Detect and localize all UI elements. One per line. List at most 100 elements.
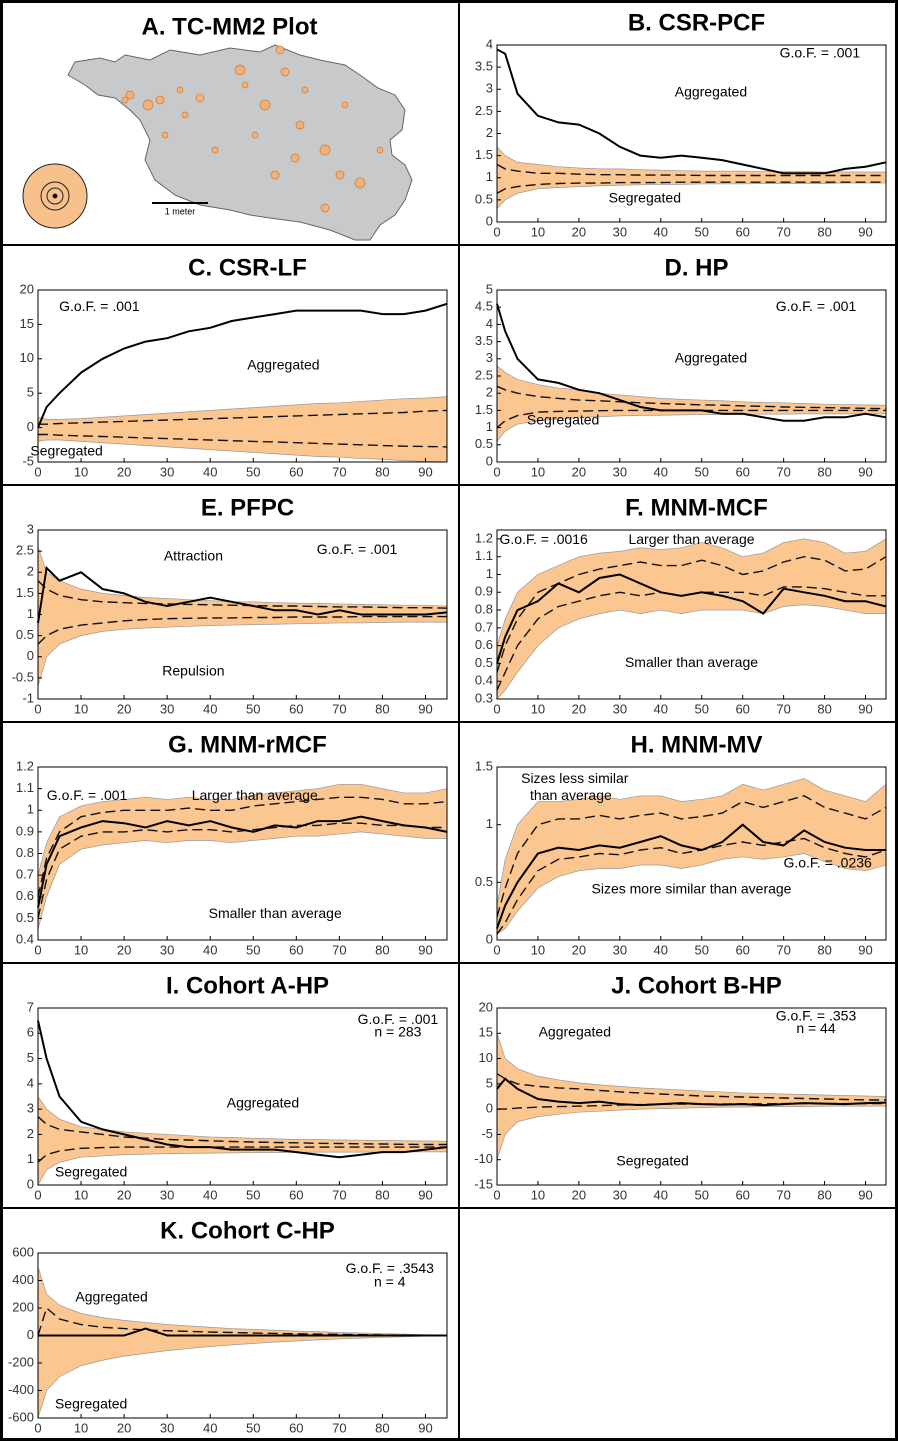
panel-title: I. Cohort A-HP	[166, 972, 329, 999]
observed-line	[37, 815, 448, 908]
x-tick-label: 20	[117, 1420, 131, 1435]
panel-title: E. PFPC	[201, 494, 294, 521]
x-tick-label: 70	[332, 942, 346, 957]
x-tick-label: 10	[531, 942, 545, 957]
x-tick-label: 20	[572, 942, 586, 957]
y-tick-label: 0.9	[16, 823, 34, 838]
plot-tree	[270, 170, 280, 180]
x-tick-label: 60	[735, 942, 749, 957]
x-tick-label: 50	[246, 1420, 260, 1435]
y-tick-label: 0.4	[16, 931, 34, 946]
x-tick-label: 40	[203, 1420, 217, 1435]
annotation: Sizes more similar than average	[592, 881, 792, 897]
annotation: Aggregated	[539, 1023, 611, 1039]
x-tick-label: 10	[531, 224, 545, 239]
observed-line	[37, 1020, 448, 1159]
expected-line	[38, 433, 448, 448]
expected-line	[496, 385, 887, 410]
x-tick-label: 80	[817, 1187, 831, 1202]
x-tick-label: 0	[493, 464, 500, 479]
x-tick-label: 80	[375, 1187, 389, 1202]
plot-tree	[155, 95, 165, 105]
y-tick-label: 4.5	[475, 299, 493, 314]
x-tick-label: 10	[74, 942, 88, 957]
annotation: G.o.F. = .0016	[500, 531, 589, 547]
plot-tree	[295, 120, 305, 130]
x-tick-label: 60	[289, 701, 303, 716]
legend-symbol	[52, 193, 58, 199]
y-tick-label: 1	[486, 816, 493, 831]
observed-line	[496, 573, 887, 664]
plot-tree	[142, 99, 154, 111]
x-tick-label: 50	[695, 942, 709, 957]
x-tick-label: 30	[613, 1187, 627, 1202]
x-tick-label: 0	[34, 942, 41, 957]
annotation: G.o.F. = .001	[776, 298, 857, 314]
x-tick-label: 20	[572, 701, 586, 716]
y-tick-label: -200	[8, 1354, 34, 1369]
annotation: G.o.F. = .3543	[346, 1260, 435, 1276]
y-tick-label: 1	[486, 419, 493, 434]
expected-line	[496, 555, 887, 673]
y-tick-label: 3.5	[475, 59, 493, 74]
x-tick-label: 90	[858, 942, 872, 957]
x-tick-label: 80	[375, 701, 389, 716]
x-tick-label: 0	[493, 942, 500, 957]
annotation: Smaller than average	[209, 905, 342, 921]
y-tick-label: 1.1	[475, 548, 493, 563]
annotation: Smaller than average	[625, 654, 758, 670]
y-tick-label: 10	[479, 1050, 493, 1065]
y-tick-label: 0.5	[475, 436, 493, 451]
x-tick-label: 0	[493, 1187, 500, 1202]
annotation: Segregated	[616, 1153, 688, 1169]
x-tick-label: 90	[418, 701, 432, 716]
annotation: Larger than average	[192, 787, 318, 803]
x-tick-label: 90	[418, 464, 432, 479]
y-tick-label: 200	[12, 1299, 34, 1314]
y-tick-label: -5	[22, 453, 34, 468]
x-tick-label: 50	[246, 1187, 260, 1202]
x-tick-label: 40	[654, 224, 668, 239]
y-tick-label: 0	[486, 1101, 493, 1116]
annotation: n = 4	[374, 1273, 406, 1289]
x-tick-label: 90	[418, 1187, 432, 1202]
x-tick-label: 60	[735, 701, 749, 716]
y-tick-label: 2	[27, 1126, 34, 1141]
plot-tree	[211, 146, 219, 154]
panel-title: J. Cohort B-HP	[611, 972, 782, 999]
expected-line	[37, 1116, 447, 1146]
annotation: than average	[530, 787, 612, 803]
x-tick-label: 20	[117, 701, 131, 716]
y-tick-label: 0	[486, 453, 493, 468]
y-tick-label: 0.4	[475, 673, 493, 688]
plot-tree	[290, 153, 300, 163]
x-tick-label: 50	[695, 701, 709, 716]
plot-tree	[341, 101, 349, 109]
y-tick-label: 0	[27, 419, 34, 434]
x-tick-label: 20	[572, 224, 586, 239]
x-tick-label: 80	[375, 464, 389, 479]
x-tick-label: 60	[289, 1187, 303, 1202]
plot-tree	[195, 93, 205, 103]
plot-tree	[161, 131, 169, 139]
y-tick-label: 3	[27, 521, 34, 536]
x-tick-label: 10	[74, 464, 88, 479]
y-tick-label: 0.5	[16, 627, 34, 642]
expected-line	[37, 615, 447, 645]
scale-label: 1 meter	[165, 206, 196, 216]
expected-line	[37, 1146, 447, 1163]
y-tick-label: 0.5	[16, 910, 34, 925]
plot-tree	[376, 146, 384, 154]
annotation: Aggregated	[227, 1094, 299, 1110]
annotation: Larger than average	[628, 531, 754, 547]
y-tick-label: 0.3	[475, 690, 493, 705]
x-tick-label: 20	[117, 464, 131, 479]
y-tick-label: 1	[486, 169, 493, 184]
x-tick-label: 40	[203, 464, 217, 479]
x-tick-label: 30	[160, 464, 174, 479]
y-tick-label: 0	[27, 648, 34, 663]
observed-line	[496, 48, 887, 175]
x-tick-label: 50	[246, 701, 260, 716]
expected-line	[37, 822, 447, 919]
y-tick-label: 1	[27, 606, 34, 621]
